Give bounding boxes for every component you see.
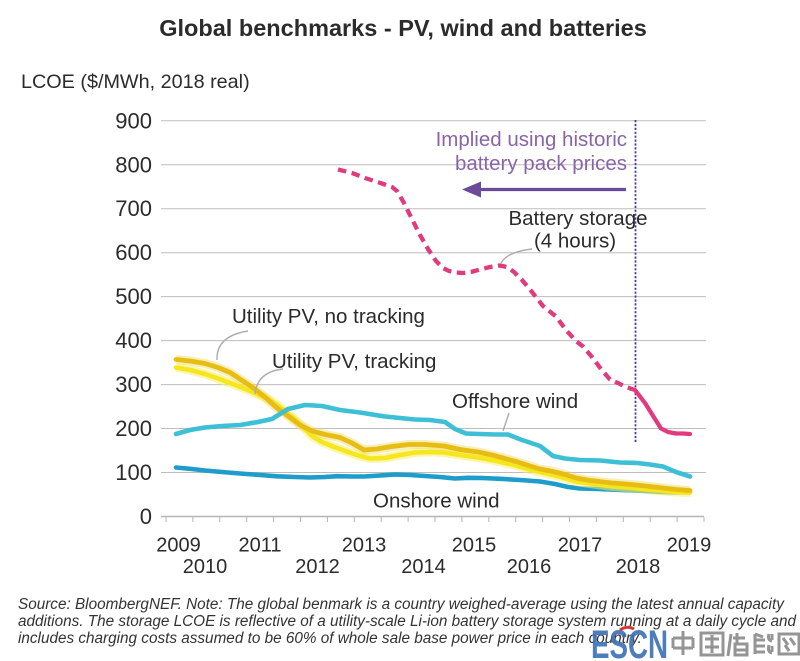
svg-text:ESCN: ESCN: [591, 623, 668, 661]
svg-text:2012: 2012: [295, 556, 340, 578]
svg-text:600: 600: [115, 240, 152, 265]
svg-text:Onshore wind: Onshore wind: [373, 490, 499, 513]
svg-text:100: 100: [115, 460, 152, 485]
svg-text:2013: 2013: [342, 535, 387, 557]
svg-text:0: 0: [140, 504, 152, 529]
svg-text:800: 800: [115, 152, 152, 177]
svg-text:2009: 2009: [156, 535, 201, 557]
svg-text:400: 400: [115, 328, 152, 353]
svg-text:includes charging costs assume: includes charging costs assumed to be 60…: [18, 630, 642, 647]
svg-text:700: 700: [115, 196, 152, 221]
svg-text:300: 300: [115, 372, 152, 397]
svg-text:2018: 2018: [616, 556, 661, 578]
svg-text:Utility PV, no tracking: Utility PV, no tracking: [232, 305, 425, 328]
svg-text:additions. The storage LCOE is: additions. The storage LCOE is reflectiv…: [18, 613, 796, 630]
svg-text:2011: 2011: [238, 535, 281, 557]
svg-text:2010: 2010: [183, 556, 228, 578]
svg-text:2019: 2019: [667, 535, 712, 557]
svg-text:500: 500: [115, 284, 152, 309]
svg-text:2015: 2015: [452, 535, 497, 557]
svg-text:Offshore wind: Offshore wind: [452, 390, 578, 413]
svg-text:2016: 2016: [507, 556, 552, 578]
svg-text:Source: BloombergNEF. Note: Th: Source: BloombergNEF. Note: The global b…: [18, 596, 785, 613]
svg-text:battery pack prices: battery pack prices: [455, 152, 627, 175]
svg-text:Utility PV, tracking: Utility PV, tracking: [272, 350, 436, 373]
svg-text:2014: 2014: [401, 556, 446, 578]
svg-text:LCOE ($/MWh, 2018 real): LCOE ($/MWh, 2018 real): [21, 71, 250, 93]
svg-text:(4 hours): (4 hours): [534, 230, 616, 253]
svg-text:Battery storage: Battery storage: [508, 207, 647, 230]
svg-text:Global benchmarks - PV, wind a: Global benchmarks - PV, wind and batteri…: [159, 15, 647, 41]
svg-text:2017: 2017: [558, 535, 603, 557]
svg-text:200: 200: [115, 416, 152, 441]
svg-text:Implied using historic: Implied using historic: [436, 128, 627, 151]
svg-text:900: 900: [115, 108, 152, 133]
